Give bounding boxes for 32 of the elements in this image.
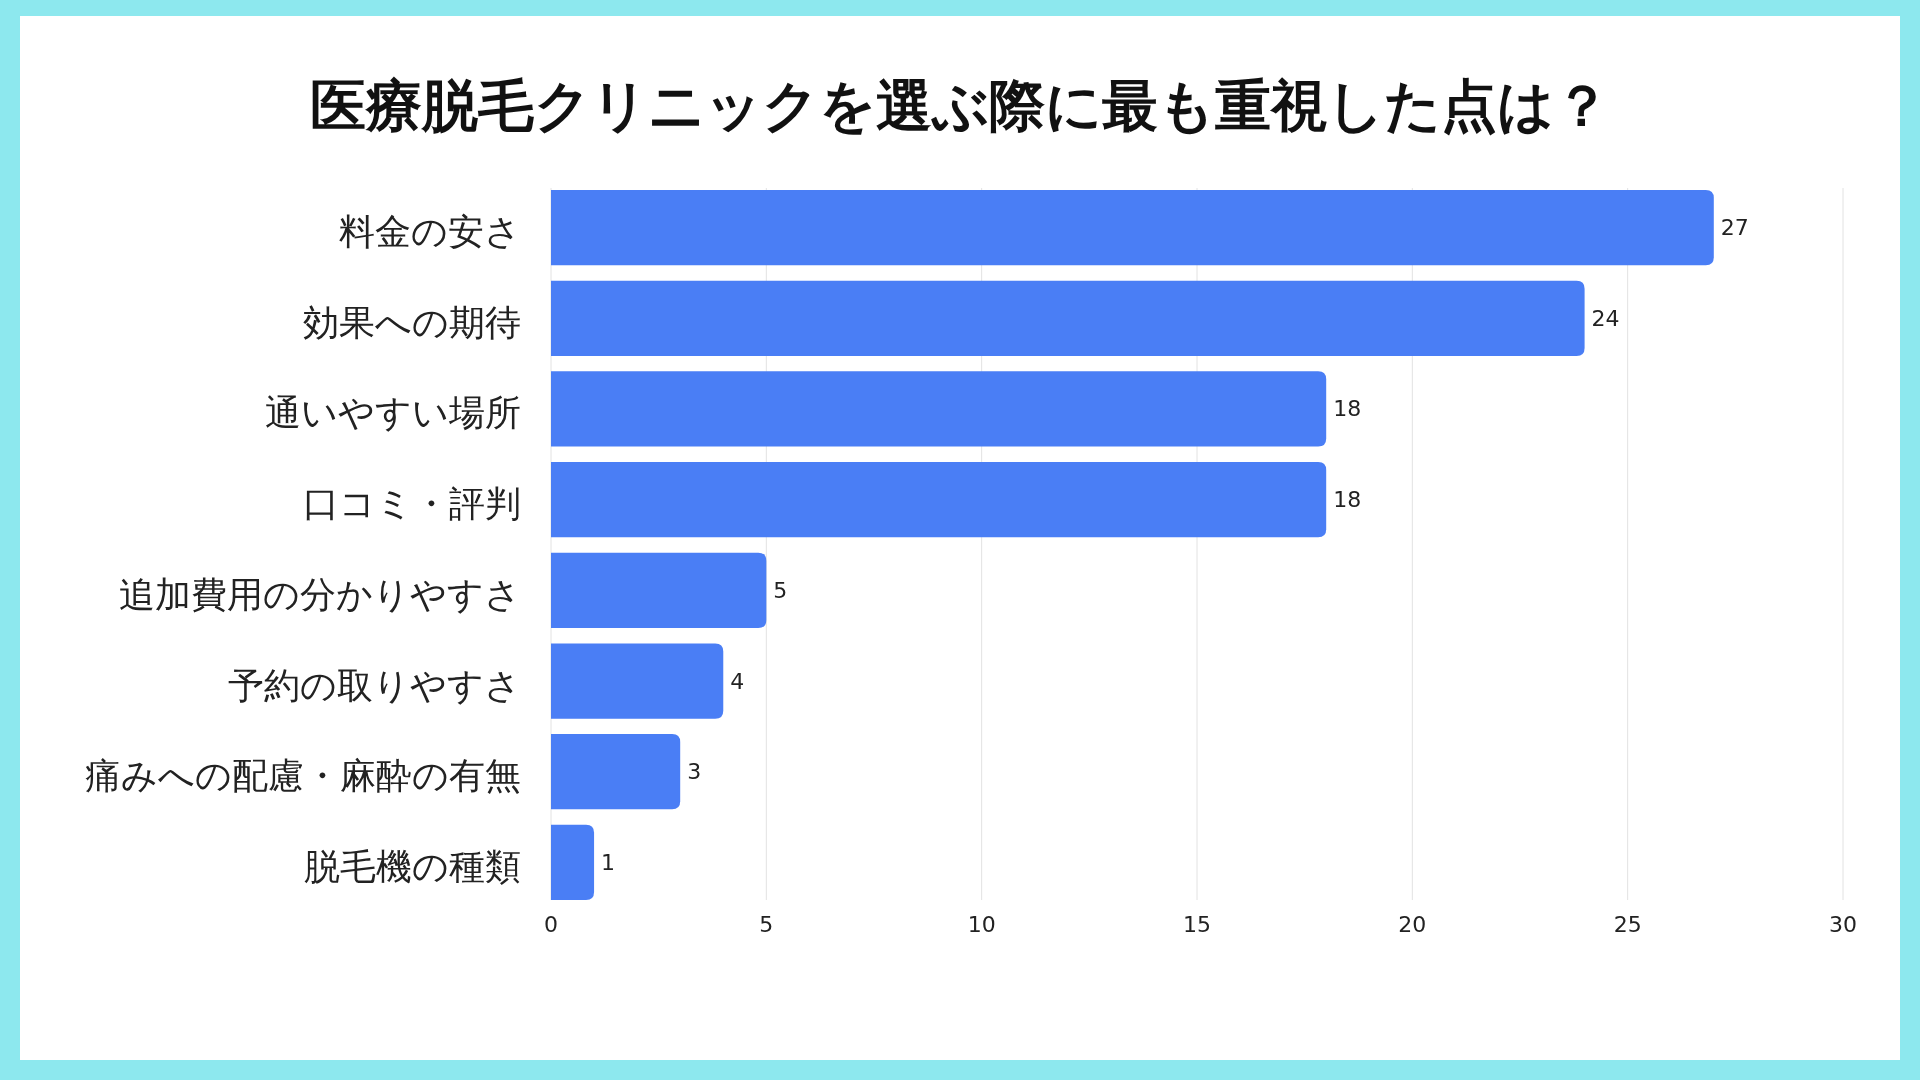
data-label: 5 — [773, 577, 788, 603]
x-tick-label: 5 — [759, 911, 774, 937]
data-label: 24 — [1591, 305, 1620, 331]
bar — [551, 824, 595, 900]
data-label: 1 — [601, 849, 616, 875]
bar — [551, 734, 681, 810]
y-tick-label: 効果への期待 — [303, 301, 521, 343]
x-tick-label: 10 — [967, 911, 996, 937]
bar — [551, 552, 767, 628]
bar — [551, 371, 1327, 447]
x-tick-label: 20 — [1398, 911, 1427, 937]
x-tick-label: 15 — [1183, 911, 1211, 937]
data-label: 27 — [1720, 215, 1749, 241]
bar — [551, 190, 1714, 266]
x-tick-label: 0 — [544, 911, 558, 937]
y-tick-label: 料金の安さ — [339, 211, 521, 253]
y-tick-label: 予約の取りやすさ — [228, 664, 521, 706]
y-tick-label: 痛みへの配慮・麻酔の有無 — [85, 755, 521, 797]
y-tick-label: 通いやすい場所 — [265, 392, 521, 434]
data-label: 4 — [730, 668, 745, 694]
data-label: 18 — [1333, 396, 1362, 422]
bar — [551, 462, 1327, 538]
bar — [551, 280, 1585, 356]
bar — [551, 643, 724, 719]
y-tick-label: 口コミ・評判 — [303, 483, 521, 525]
x-tick-label: 25 — [1613, 911, 1642, 937]
chart-title: 医療脱毛クリニックを選ぶ際に最も重視した点は？ — [310, 72, 1610, 138]
data-label: 3 — [687, 759, 702, 785]
y-tick-label: 脱毛機の種類 — [304, 845, 521, 887]
data-label: 18 — [1333, 487, 1362, 513]
y-tick-label: 追加費用の分かりやすさ — [119, 573, 521, 615]
x-tick-label: 30 — [1829, 911, 1857, 937]
